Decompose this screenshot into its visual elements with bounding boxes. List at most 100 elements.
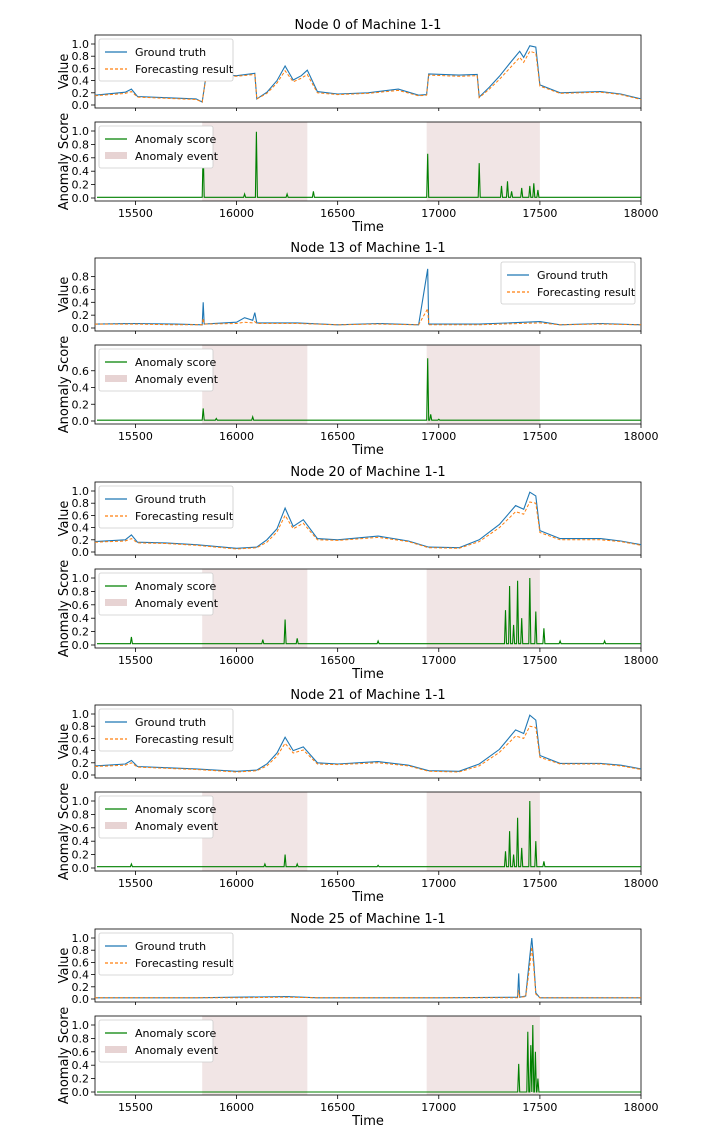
anomaly-score-line [97, 358, 641, 421]
value-ylabel: Value [57, 277, 72, 313]
y-tick-label: 0.0 [72, 993, 90, 1006]
value-ylabel: Value [57, 54, 72, 90]
y-tick-label: 0.8 [72, 808, 90, 821]
anomaly-event-span [202, 345, 308, 424]
x-tick-label: 16000 [219, 1101, 254, 1114]
y-tick-label: 0.6 [72, 509, 90, 522]
legend-anomaly-event-swatch [105, 1046, 127, 1053]
forecast-line [95, 306, 642, 326]
y-tick-label: 0.8 [72, 720, 90, 733]
legend-anomaly-event-swatch [105, 152, 127, 159]
legend-anomaly-event-swatch [105, 599, 127, 606]
legend-ground-truth-label: Ground truth [135, 46, 206, 59]
y-tick-label: 0.2 [72, 981, 90, 994]
anomaly-ylabel: Anomaly Score [57, 113, 72, 211]
x-axis-label: Time [351, 220, 384, 235]
y-tick-label: 0.0 [72, 192, 90, 205]
y-tick-label: 0.2 [72, 87, 90, 100]
anomaly-axes-frame [94, 121, 642, 202]
anomaly-legend [98, 572, 214, 616]
y-tick-label: 1.0 [72, 708, 90, 721]
y-tick-label: 0.8 [72, 271, 90, 284]
value-axes-frame [94, 257, 642, 332]
legend-ground-truth-label: Ground truth [135, 940, 206, 953]
legend-anomaly-event-swatch [105, 822, 127, 829]
y-tick-label: 0.8 [72, 497, 90, 510]
y-tick-label: 0.0 [72, 99, 90, 112]
y-tick-label: 0.4 [72, 612, 90, 625]
legend-anomaly-event-label: Anomaly event [135, 820, 219, 833]
y-tick-label: 0.0 [72, 415, 90, 428]
x-tick-label: 18000 [624, 654, 659, 667]
ground-truth-line [95, 937, 641, 999]
x-tick-label: 17500 [522, 207, 557, 220]
x-tick-label: 17000 [421, 877, 456, 890]
legend-anomaly-event-label: Anomaly event [135, 1044, 219, 1057]
forecast-line [95, 947, 641, 999]
ground-truth-line [94, 714, 642, 772]
y-tick-label: 0.4 [72, 75, 90, 88]
legend-ground-truth-label: Ground truth [135, 716, 206, 729]
x-tick-label: 18000 [624, 877, 659, 890]
chart-title: Node 21 of Machine 1-1 [290, 688, 445, 703]
value-legend [98, 38, 234, 82]
y-tick-label: 0.6 [72, 599, 90, 612]
anomaly-event-span [202, 792, 308, 871]
forecast-line [94, 50, 642, 103]
y-tick-label: 0.4 [72, 382, 90, 395]
x-tick-label: 17000 [421, 207, 456, 220]
x-tick-label: 15500 [118, 654, 153, 667]
ground-truth-line [94, 45, 642, 103]
anomaly-score-line [97, 577, 641, 645]
y-tick-label: 1.0 [72, 795, 90, 808]
y-tick-label: 0.6 [72, 365, 90, 378]
anomaly-legend [98, 795, 214, 839]
y-tick-label: 0.2 [72, 849, 90, 862]
chart-group-1: Node 13 of Machine 1-10.00.20.40.60.8Val… [57, 241, 659, 458]
x-tick-label: 18000 [624, 1101, 659, 1114]
anomaly-event-span [426, 792, 540, 871]
y-tick-label: 0.8 [72, 50, 90, 63]
anomaly-axes-frame [94, 791, 642, 872]
chart-title: Node 13 of Machine 1-1 [290, 241, 445, 256]
anomaly-axes-frame [94, 344, 642, 425]
anomaly-event-span [426, 345, 540, 424]
value-legend [98, 708, 234, 752]
y-tick-label: 1.0 [72, 932, 90, 945]
anomaly-axes-frame [94, 1015, 642, 1096]
value-legend [500, 261, 636, 305]
y-tick-label: 0.6 [72, 62, 90, 75]
y-tick-label: 0.8 [72, 1032, 90, 1045]
x-tick-label: 15500 [118, 1101, 153, 1114]
y-tick-label: 0.0 [72, 862, 90, 875]
anomaly-event-span [202, 569, 308, 648]
y-tick-label: 0.0 [72, 1086, 90, 1099]
x-tick-label: 16000 [219, 207, 254, 220]
chart-group-4: Node 25 of Machine 1-10.00.20.40.60.81.0… [57, 912, 659, 1127]
x-tick-label: 15500 [118, 207, 153, 220]
anomaly-axes-frame [94, 568, 642, 649]
x-tick-label: 16000 [219, 877, 254, 890]
y-tick-label: 0.0 [72, 546, 90, 559]
x-tick-label: 17000 [421, 654, 456, 667]
legend-anomaly-score-label: Anomaly score [135, 803, 217, 816]
x-tick-label: 15500 [118, 877, 153, 890]
x-axis-label: Time [351, 443, 384, 458]
y-tick-label: 0.6 [72, 732, 90, 745]
y-tick-label: 0.2 [72, 1073, 90, 1086]
x-tick-label: 16500 [320, 207, 355, 220]
x-tick-label: 17000 [421, 430, 456, 443]
anomaly-legend [98, 1019, 214, 1063]
chart-group-3: Node 21 of Machine 1-10.00.20.40.60.81.0… [57, 688, 659, 905]
x-axis-label: Time [351, 1114, 384, 1127]
y-tick-label: 0.4 [72, 522, 90, 535]
legend-forecast-label: Forecasting result [537, 286, 636, 299]
anomaly-score-line [97, 800, 641, 868]
y-tick-label: 1.0 [72, 572, 90, 585]
value-axes-frame [94, 34, 642, 109]
legend-forecast-label: Forecasting result [135, 510, 234, 523]
x-tick-label: 16500 [320, 430, 355, 443]
chart-title: Node 20 of Machine 1-1 [290, 465, 445, 480]
x-tick-label: 16000 [219, 654, 254, 667]
